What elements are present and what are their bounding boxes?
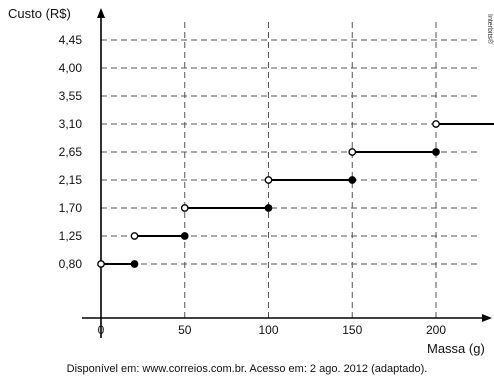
x-tick-label: 200 <box>426 323 446 337</box>
open-point <box>348 148 357 156</box>
y-tick-label: 4,00 <box>59 61 83 75</box>
origin-label: 0 <box>98 323 105 337</box>
y-tick-label: 1,70 <box>59 201 83 215</box>
source-note: Disponível em: www.correios.com.br. Aces… <box>66 363 428 375</box>
y-tick-label: 0,80 <box>59 257 83 271</box>
closed-point <box>348 176 357 184</box>
x-axis-title: Massa (g) <box>427 341 485 356</box>
x-tick-label: 150 <box>342 323 362 337</box>
open-point <box>130 232 139 240</box>
open-point <box>180 204 189 212</box>
open-point <box>97 260 105 268</box>
credit-label: Interbits® <box>486 14 494 45</box>
closed-point <box>180 232 189 240</box>
closed-point <box>130 260 139 268</box>
y-tick-label: 1,25 <box>59 229 83 243</box>
y-tick-label: 3,55 <box>59 89 83 103</box>
labels-layer: 501001502002503003504000,801,251,702,152… <box>59 33 447 337</box>
y-tick-label: 4,45 <box>59 33 83 47</box>
steps-layer <box>97 120 494 268</box>
y-tick-label: 3,10 <box>59 117 83 131</box>
y-tick-label: 2,65 <box>59 145 83 159</box>
closed-point <box>432 148 440 156</box>
x-tick-label: 50 <box>178 323 192 337</box>
open-point <box>264 176 273 184</box>
grid-layer <box>101 20 478 318</box>
x-tick-label: 100 <box>258 323 278 337</box>
x-axis-arrowhead <box>482 314 492 322</box>
closed-point <box>264 204 273 212</box>
y-axis-title: Custo (R$) <box>8 6 71 21</box>
axes-layer <box>82 8 492 338</box>
y-axis-arrowhead <box>97 8 105 18</box>
open-point <box>432 120 440 128</box>
y-tick-label: 2,15 <box>59 173 83 187</box>
